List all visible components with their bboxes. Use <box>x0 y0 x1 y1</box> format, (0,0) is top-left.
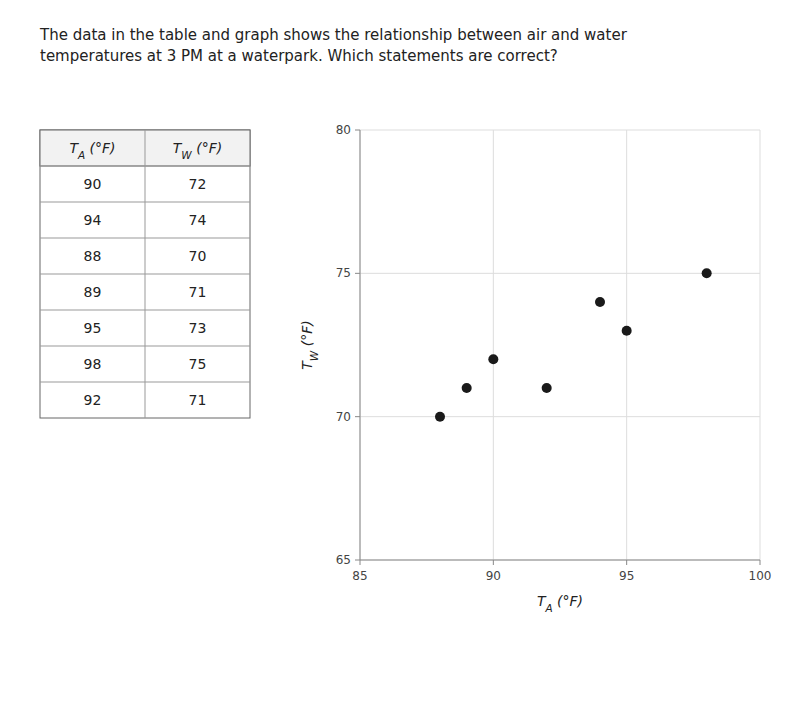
table-cell: 71 <box>189 284 207 300</box>
table-cell: 92 <box>84 392 102 408</box>
table-rule <box>145 130 146 418</box>
point <box>488 354 498 364</box>
table-cell: 75 <box>189 356 207 372</box>
data-table: TA (°F) TW (°F) 90 72 94 74 88 70 89 71 95 73 98 75 92… <box>40 130 250 418</box>
tick-mark <box>355 273 360 274</box>
tick-mark <box>355 130 360 131</box>
tick-label: 70 <box>336 410 351 424</box>
tick-label: 90 <box>486 569 501 583</box>
title: The data in the table and graph shows th… <box>39 26 628 65</box>
points <box>435 268 712 421</box>
y-axis-line <box>360 130 361 560</box>
grid <box>360 130 760 560</box>
grid-line <box>360 130 760 131</box>
x-axis-label: TA (°F) <box>537 593 583 614</box>
axes: 85 90 95 100 65 70 75 80 <box>336 123 772 583</box>
y-axis-label: TW (°F) <box>299 320 320 369</box>
tick-mark <box>355 560 360 561</box>
tick-label: 65 <box>336 553 351 567</box>
point <box>542 383 552 393</box>
point <box>462 383 472 393</box>
table-cell: 88 <box>84 248 102 264</box>
table-cell: 98 <box>84 356 102 372</box>
tick-mark <box>355 416 360 417</box>
table-header-text: TW (°F) <box>173 140 222 161</box>
grid-line <box>493 130 494 560</box>
grid-line <box>360 273 760 274</box>
x-axis-line <box>360 560 760 561</box>
grid-line <box>760 130 761 560</box>
tick-label: 100 <box>749 569 772 583</box>
tick-label: 75 <box>336 266 351 280</box>
tick-mark <box>360 560 361 565</box>
tick-mark <box>626 560 627 565</box>
table-cell: 89 <box>84 284 102 300</box>
table-cell: 71 <box>189 392 207 408</box>
table-header-text: TA (°F) <box>69 140 115 161</box>
table-cell: 73 <box>189 320 207 336</box>
tick-label: 85 <box>352 569 367 583</box>
point <box>595 297 605 307</box>
table-cell: 94 <box>84 212 102 228</box>
table-cell: 70 <box>189 248 207 264</box>
grid-line <box>360 560 760 561</box>
tick-label: 80 <box>336 123 351 137</box>
plot-area <box>360 130 760 560</box>
grid-line <box>360 416 760 417</box>
grid-line <box>626 130 627 560</box>
tick-mark <box>760 560 761 565</box>
tick-mark <box>493 560 494 565</box>
grid-line <box>360 130 361 560</box>
table-cell: 74 <box>189 212 207 228</box>
table-frame <box>40 130 250 418</box>
point <box>702 268 712 278</box>
table-cell: 72 <box>189 176 207 192</box>
point <box>622 326 632 336</box>
chart: The data in the table and graph shows th… <box>0 0 800 716</box>
tick-label: 95 <box>619 569 634 583</box>
point <box>435 412 445 422</box>
table-cell: 90 <box>84 176 102 192</box>
table-cell: 95 <box>84 320 102 336</box>
